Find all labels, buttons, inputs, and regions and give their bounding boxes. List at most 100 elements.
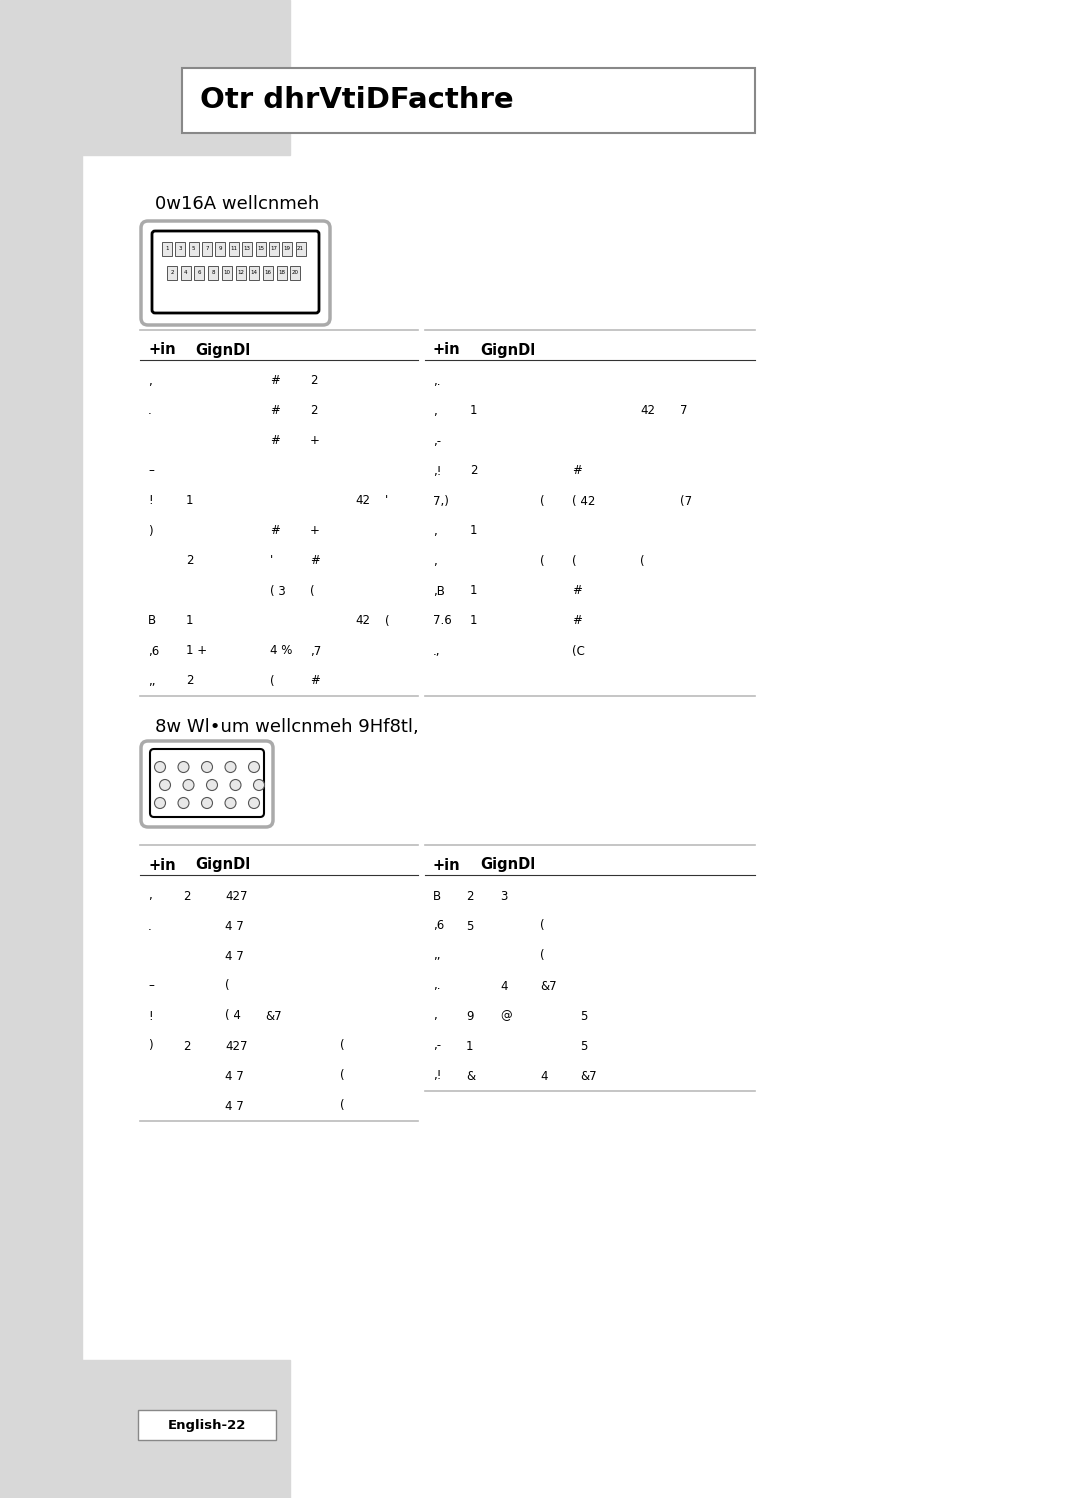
Text: #: # xyxy=(270,374,280,388)
Text: +: + xyxy=(310,524,320,538)
Text: 427: 427 xyxy=(225,890,247,902)
Text: 2: 2 xyxy=(183,1040,190,1053)
Text: ,6: ,6 xyxy=(433,920,444,932)
FancyBboxPatch shape xyxy=(150,749,264,816)
Text: #: # xyxy=(270,434,280,448)
Circle shape xyxy=(248,797,259,809)
Bar xyxy=(183,67,755,133)
Text: B: B xyxy=(148,614,157,628)
Bar xyxy=(249,267,259,280)
Text: 42: 42 xyxy=(355,494,370,508)
Text: ,6: ,6 xyxy=(148,644,159,658)
Circle shape xyxy=(254,779,265,791)
Text: ,.: ,. xyxy=(433,374,441,388)
Text: 7.6: 7.6 xyxy=(433,614,451,628)
Text: 1: 1 xyxy=(470,614,477,628)
Text: 2: 2 xyxy=(186,554,193,568)
Text: !: ! xyxy=(148,494,152,508)
Text: 1: 1 xyxy=(165,247,168,252)
Text: ,: , xyxy=(148,374,152,388)
Text: 1: 1 xyxy=(470,524,477,538)
Text: 1: 1 xyxy=(470,584,477,598)
Circle shape xyxy=(178,761,189,773)
Text: ): ) xyxy=(148,1040,152,1053)
Bar xyxy=(167,267,177,280)
Text: +: + xyxy=(310,434,320,448)
Text: 4 %: 4 % xyxy=(270,644,293,658)
Text: 3: 3 xyxy=(500,890,508,902)
Text: ,: , xyxy=(433,404,436,418)
Bar xyxy=(262,267,273,280)
Circle shape xyxy=(154,761,165,773)
Text: –: – xyxy=(148,464,153,478)
Text: +in: +in xyxy=(433,857,461,872)
Text: 21: 21 xyxy=(297,247,305,252)
Text: 2: 2 xyxy=(310,404,318,418)
Text: 5: 5 xyxy=(580,1010,588,1023)
Text: 1: 1 xyxy=(470,404,477,418)
Text: 17: 17 xyxy=(270,247,278,252)
Text: (: ( xyxy=(270,674,274,688)
Circle shape xyxy=(160,779,171,791)
FancyBboxPatch shape xyxy=(152,231,319,313)
Text: ': ' xyxy=(270,554,273,568)
Text: 5: 5 xyxy=(465,920,473,932)
Text: 9: 9 xyxy=(219,247,222,252)
Bar xyxy=(175,243,186,256)
Text: 15: 15 xyxy=(257,247,264,252)
Text: #: # xyxy=(270,524,280,538)
Text: 0w16A wellcnmeh: 0w16A wellcnmeh xyxy=(156,195,320,213)
Text: ( 3: ( 3 xyxy=(270,584,286,598)
Text: .,: ., xyxy=(433,644,441,658)
Text: (: ( xyxy=(310,584,314,598)
Text: ,7: ,7 xyxy=(310,644,321,658)
Text: (: ( xyxy=(340,1040,345,1053)
Bar xyxy=(82,0,291,154)
Bar xyxy=(208,267,218,280)
Text: (: ( xyxy=(384,614,390,628)
Text: 10: 10 xyxy=(224,271,230,276)
Text: (: ( xyxy=(340,1100,345,1113)
Text: +in: +in xyxy=(148,857,176,872)
Text: .: . xyxy=(148,404,152,418)
Text: 12: 12 xyxy=(237,271,244,276)
Bar xyxy=(242,243,253,256)
Text: 1: 1 xyxy=(186,494,193,508)
Text: #: # xyxy=(572,584,582,598)
Circle shape xyxy=(154,797,165,809)
Text: ,-: ,- xyxy=(433,1040,441,1053)
Text: ,!: ,! xyxy=(433,464,442,478)
Text: ( 4: ( 4 xyxy=(225,1010,241,1023)
Text: (7: (7 xyxy=(680,494,692,508)
Bar xyxy=(189,243,199,256)
Circle shape xyxy=(206,779,217,791)
Circle shape xyxy=(230,779,241,791)
Circle shape xyxy=(248,761,259,773)
Text: GignDl: GignDl xyxy=(480,857,536,872)
Text: 4 7: 4 7 xyxy=(225,950,244,963)
Bar xyxy=(235,267,245,280)
Text: 2: 2 xyxy=(186,674,193,688)
Bar xyxy=(296,243,306,256)
Text: #: # xyxy=(310,554,320,568)
Text: @: @ xyxy=(500,1010,512,1023)
Text: 3: 3 xyxy=(178,247,183,252)
Text: GignDl: GignDl xyxy=(195,857,251,872)
Text: 11: 11 xyxy=(230,247,238,252)
Text: ( 42: ( 42 xyxy=(572,494,595,508)
Text: 4 7: 4 7 xyxy=(225,920,244,932)
Text: Otr dhrVtiDFacthre: Otr dhrVtiDFacthre xyxy=(200,87,514,114)
Text: 7,): 7,) xyxy=(433,494,449,508)
Bar xyxy=(215,243,226,256)
Bar xyxy=(202,243,212,256)
Text: ,-: ,- xyxy=(433,434,441,448)
Text: GignDl: GignDl xyxy=(195,343,251,358)
Text: ,: , xyxy=(433,554,436,568)
Text: (: ( xyxy=(540,554,544,568)
Text: (: ( xyxy=(225,980,230,993)
Circle shape xyxy=(183,779,194,791)
Text: 42: 42 xyxy=(640,404,654,418)
Text: &7: &7 xyxy=(580,1070,596,1083)
Text: 4 7: 4 7 xyxy=(225,1100,244,1113)
Text: (: ( xyxy=(540,950,544,963)
